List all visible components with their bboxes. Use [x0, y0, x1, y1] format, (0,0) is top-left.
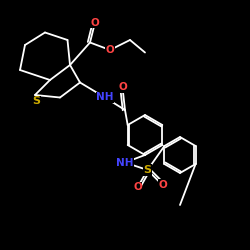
Text: O: O [106, 45, 114, 55]
Text: NH: NH [116, 158, 134, 168]
Text: O: O [118, 82, 127, 92]
Text: NH: NH [96, 92, 114, 102]
Text: S: S [144, 165, 152, 175]
Text: O: O [133, 182, 142, 192]
Text: S: S [32, 96, 40, 106]
Text: O: O [158, 180, 167, 190]
Text: O: O [90, 18, 100, 28]
